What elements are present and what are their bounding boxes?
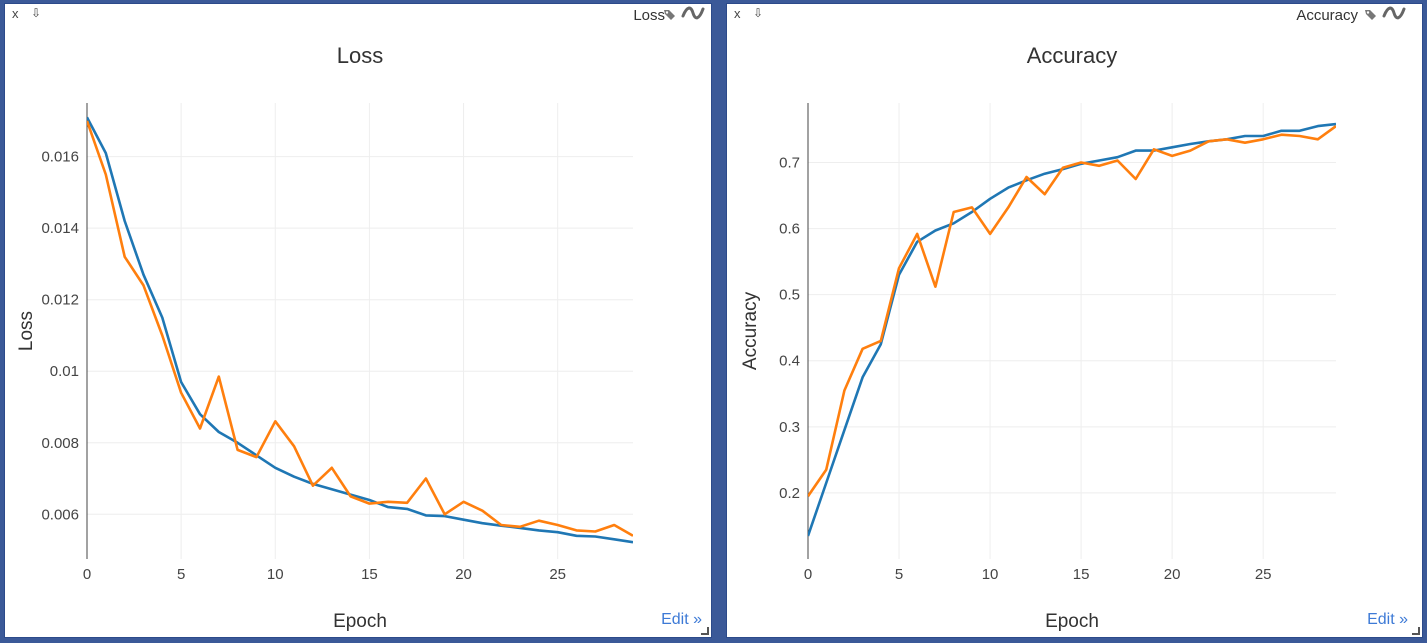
x-tick-label: 15 xyxy=(1073,566,1090,583)
x-tick-label: 5 xyxy=(895,566,903,583)
y-axis-title: Accuracy xyxy=(740,291,761,370)
y-tick-label: 0.7 xyxy=(779,154,800,171)
resize-handle[interactable] xyxy=(701,627,709,635)
smoothing-icon[interactable] xyxy=(1382,4,1406,22)
y-tick-label: 0.016 xyxy=(41,149,79,166)
tag-icon[interactable] xyxy=(663,8,677,22)
y-tick-label: 0.3 xyxy=(779,419,800,436)
series-line-2 xyxy=(87,120,633,537)
download-icon[interactable]: ⇩ xyxy=(753,6,764,20)
close-panel-button[interactable]: x xyxy=(734,6,741,21)
download-icon[interactable]: ⇩ xyxy=(31,6,42,20)
close-panel-button[interactable]: x xyxy=(12,6,19,21)
x-tick-label: 25 xyxy=(549,566,566,583)
x-tick-label: 0 xyxy=(804,566,812,583)
accuracy-panel: x ⇩ Accuracy 0 5 10 15 20 25 0.2 0.3 0.4 0.5 0.6 0.… xyxy=(726,3,1423,638)
series-line-2 xyxy=(808,125,1336,497)
accuracy-chart: 0 5 10 15 20 25 0.2 0.3 0.4 0.5 0.6 0.7 Accuracy Epoc… xyxy=(740,43,1336,632)
y-axis-title: Loss xyxy=(16,311,37,351)
edit-link[interactable]: Edit » xyxy=(661,611,702,628)
series-line-1 xyxy=(87,116,633,544)
x-tick-label: 15 xyxy=(361,566,378,583)
y-tick-label: 0.4 xyxy=(779,353,800,370)
loss-panel: x ⇩ Loss 0 5 10 15 20 25 0.006 0.008 0.01 0.012 0.… xyxy=(4,3,712,638)
x-tick-label: 10 xyxy=(267,566,284,583)
chart-title: Accuracy xyxy=(1027,43,1117,68)
edit-link[interactable]: Edit » xyxy=(1367,611,1408,628)
y-tick-label: 0.5 xyxy=(779,287,800,304)
y-tick-label: 0.2 xyxy=(779,485,800,502)
x-axis-title: Epoch xyxy=(1045,611,1099,632)
x-axis-title: Epoch xyxy=(333,611,387,632)
resize-handle xyxy=(1412,627,1420,635)
tag-icon[interactable] xyxy=(1364,8,1378,22)
x-tick-label: 10 xyxy=(982,566,999,583)
y-tick-label: 0.6 xyxy=(779,221,800,238)
x-tick-label: 5 xyxy=(177,566,185,583)
loss-chart: 0 5 10 15 20 25 0.006 0.008 0.01 0.012 0.014 0.016 L… xyxy=(16,43,633,632)
x-tick-label: 25 xyxy=(1255,566,1272,583)
smoothing-icon[interactable] xyxy=(681,4,705,22)
panel-tag-label: Accuracy xyxy=(1296,7,1358,24)
y-tick-label: 0.008 xyxy=(41,435,79,452)
series-line-1 xyxy=(808,122,1336,537)
y-tick-label: 0.012 xyxy=(41,292,79,309)
y-tick-label: 0.006 xyxy=(41,506,79,523)
x-tick-label: 20 xyxy=(1164,566,1181,583)
chart-title: Loss xyxy=(337,43,383,68)
x-tick-label: 0 xyxy=(83,566,91,583)
x-tick-label: 20 xyxy=(455,566,472,583)
y-tick-label: 0.01 xyxy=(50,363,79,380)
panel-tag-label: Loss xyxy=(633,7,665,24)
y-tick-label: 0.014 xyxy=(41,220,79,237)
